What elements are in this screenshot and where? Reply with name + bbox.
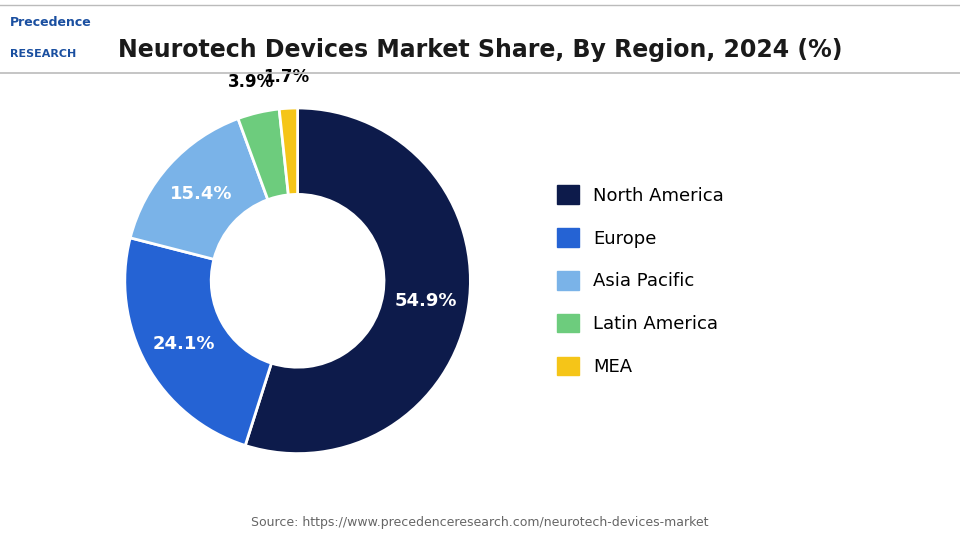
Wedge shape xyxy=(279,108,298,195)
Wedge shape xyxy=(131,119,268,259)
Text: 3.9%: 3.9% xyxy=(228,73,275,91)
Wedge shape xyxy=(245,108,470,454)
Text: 15.4%: 15.4% xyxy=(170,185,232,203)
Text: Precedence: Precedence xyxy=(10,16,91,29)
Text: 1.7%: 1.7% xyxy=(264,68,310,86)
Text: Neurotech Devices Market Share, By Region, 2024 (%): Neurotech Devices Market Share, By Regio… xyxy=(118,38,842,62)
Wedge shape xyxy=(125,238,272,446)
Legend: North America, Europe, Asia Pacific, Latin America, MEA: North America, Europe, Asia Pacific, Lat… xyxy=(557,185,724,376)
Text: RESEARCH: RESEARCH xyxy=(10,49,76,59)
Text: 54.9%: 54.9% xyxy=(395,292,457,309)
Wedge shape xyxy=(238,109,288,200)
Text: Source: https://www.precedenceresearch.com/neurotech-devices-market: Source: https://www.precedenceresearch.c… xyxy=(252,516,708,529)
Text: 24.1%: 24.1% xyxy=(153,335,215,353)
